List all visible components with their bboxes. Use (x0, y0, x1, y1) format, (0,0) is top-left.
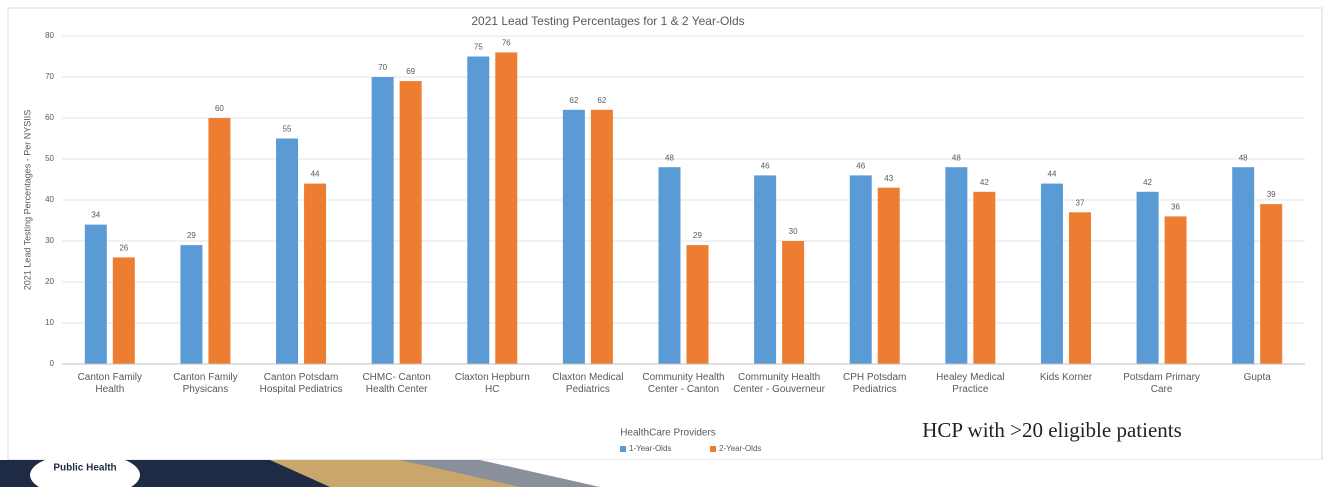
x-tick-label: CPH Potsdam Pediatrics (843, 372, 907, 395)
x-tick-label: Canton Potsdam Hospital Pediatrics (259, 372, 343, 395)
annotation: HCP with >20 eligible patients (922, 418, 1182, 442)
bar (371, 77, 394, 364)
data-label: 43 (884, 174, 893, 183)
bar (658, 167, 681, 364)
footer-text: Public Health (53, 463, 116, 474)
data-label: 26 (119, 244, 128, 253)
data-label: 39 (1267, 190, 1276, 199)
x-tick-label: Gupta (1243, 372, 1271, 383)
bar (180, 245, 203, 364)
footer-stripe (270, 460, 560, 487)
data-label: 69 (406, 67, 415, 76)
data-label: 44 (1048, 170, 1057, 179)
data-label: 42 (980, 178, 989, 187)
legend-label: 2-Year-Olds (719, 444, 761, 453)
bar (276, 138, 299, 364)
data-label: 29 (187, 231, 196, 240)
bar (1136, 191, 1159, 364)
bar (590, 109, 613, 364)
bar (754, 175, 777, 364)
data-label: 34 (91, 211, 100, 220)
x-tick-label: Community Health Center - Canton (642, 372, 725, 395)
data-label: 55 (283, 125, 292, 134)
y-tick-label: 50 (45, 154, 54, 163)
bar (782, 241, 805, 364)
x-tick-label: Potsdam Primary Care (1123, 372, 1200, 395)
chart-title: 2021 Lead Testing Percentages for 1 & 2 … (471, 14, 744, 28)
y-tick-label: 30 (45, 236, 54, 245)
data-label: 36 (1171, 203, 1180, 212)
legend-swatch (620, 446, 626, 452)
x-tick-label: Canton Family Physicans (173, 372, 238, 395)
data-label: 60 (215, 104, 224, 113)
data-label: 44 (311, 170, 320, 179)
bar (1164, 216, 1187, 364)
bar (877, 187, 900, 364)
bar (1040, 183, 1063, 364)
bar (208, 118, 231, 364)
y-tick-label: 70 (45, 72, 54, 81)
bar (686, 245, 709, 364)
legend-label: 1-Year-Olds (629, 444, 671, 453)
data-label: 46 (856, 162, 865, 171)
bar (973, 191, 996, 364)
data-label: 30 (789, 227, 798, 236)
x-tick-label: Canton Family Health (77, 372, 143, 395)
data-label: 48 (952, 153, 961, 162)
bar (1260, 204, 1283, 364)
legend-swatch (710, 446, 716, 452)
bar (399, 81, 422, 364)
logo (30, 453, 140, 487)
bar (1068, 212, 1091, 364)
x-tick-label: Claxton Hepburn HC (454, 372, 530, 395)
data-label: 37 (1076, 198, 1085, 207)
data-label: 62 (597, 96, 606, 105)
bar (495, 52, 518, 365)
data-label: 48 (665, 153, 674, 162)
x-tick-label: CHMC- Canton Health Center (362, 372, 431, 395)
y-axis-title: 2021 Lead Testing Percentages - Per NYSI… (22, 110, 32, 290)
footer-stripe (400, 460, 600, 487)
data-label: 75 (474, 43, 483, 52)
bar (84, 224, 107, 364)
data-label: 62 (569, 96, 578, 105)
y-tick-label: 40 (45, 195, 54, 204)
x-tick-label: Healey Medical Practice (936, 372, 1005, 395)
y-tick-label: 0 (50, 359, 55, 368)
data-label: 70 (378, 63, 387, 72)
bar (467, 56, 490, 364)
x-tick-label: Kids Korner (1039, 372, 1093, 383)
x-tick-label: Claxton Medical Pediatrics (552, 372, 624, 395)
data-label: 76 (502, 39, 511, 48)
bar (945, 167, 968, 364)
y-tick-label: 20 (45, 277, 54, 286)
bar (562, 109, 585, 364)
bar (1232, 167, 1255, 364)
bar (304, 183, 327, 364)
x-tick-label: Community Health Center - Gouverneur (733, 372, 825, 395)
data-label: 29 (693, 231, 702, 240)
data-label: 48 (1239, 153, 1248, 162)
y-tick-label: 60 (45, 113, 54, 122)
x-axis-title: HealthCare Providers (620, 428, 716, 439)
y-tick-label: 80 (45, 31, 54, 40)
y-tick-label: 10 (45, 318, 54, 327)
bar (849, 175, 872, 364)
data-label: 42 (1143, 178, 1152, 187)
bar (112, 257, 135, 364)
data-label: 46 (761, 162, 770, 171)
